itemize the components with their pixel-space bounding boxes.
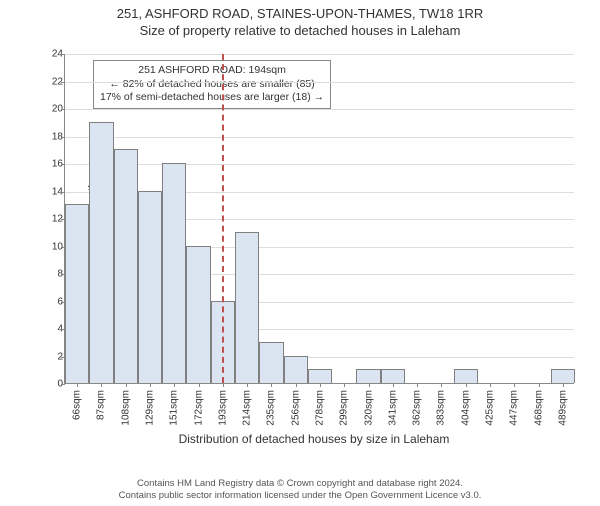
x-tick-label: 362sqm <box>412 390 423 426</box>
histogram-bar <box>138 191 162 384</box>
x-tick-label: 447sqm <box>509 390 520 426</box>
x-tick-label: 383sqm <box>436 390 447 426</box>
histogram-bar <box>551 369 575 383</box>
y-tick-label: 2 <box>43 351 63 362</box>
x-tick-mark <box>126 383 127 387</box>
x-tick-mark <box>539 383 540 387</box>
x-tick-mark <box>150 383 151 387</box>
x-axis-label: Distribution of detached houses by size … <box>46 432 582 478</box>
histogram-bar <box>162 163 186 383</box>
x-tick-mark <box>466 383 467 387</box>
histogram-bar <box>454 369 478 383</box>
x-tick-label: 235sqm <box>266 390 277 426</box>
x-tick-label: 425sqm <box>485 390 496 426</box>
gridline <box>65 164 574 165</box>
x-tick-label: 256sqm <box>290 390 301 426</box>
x-tick-label: 172sqm <box>193 390 204 426</box>
histogram-bar <box>65 204 89 383</box>
footer-line1: Contains HM Land Registry data © Crown c… <box>0 478 600 490</box>
histogram-bar <box>186 246 210 384</box>
annotation-box: 251 ASHFORD ROAD: 194sqm ← 82% of detach… <box>93 60 331 109</box>
y-tick-label: 16 <box>43 159 63 170</box>
histogram-bar <box>308 369 332 383</box>
x-tick-mark <box>344 383 345 387</box>
x-tick-mark <box>77 383 78 387</box>
x-tick-mark <box>369 383 370 387</box>
x-tick-label: 404sqm <box>460 390 471 426</box>
x-tick-mark <box>199 383 200 387</box>
y-tick-mark <box>61 164 65 165</box>
x-tick-label: 214sqm <box>242 390 253 426</box>
histogram-bar <box>89 122 113 383</box>
y-tick-label: 0 <box>43 379 63 390</box>
x-tick-mark <box>563 383 564 387</box>
title-address: 251, ASHFORD ROAD, STAINES-UPON-THAMES, … <box>0 6 600 21</box>
x-tick-label: 108sqm <box>120 390 131 426</box>
histogram-bar <box>259 342 283 383</box>
x-tick-mark <box>393 383 394 387</box>
x-tick-label: 320sqm <box>363 390 374 426</box>
x-tick-mark <box>271 383 272 387</box>
x-tick-label: 129sqm <box>145 390 156 426</box>
x-tick-label: 489sqm <box>557 390 568 426</box>
histogram-bar <box>284 356 308 384</box>
y-tick-mark <box>61 54 65 55</box>
y-tick-label: 6 <box>43 296 63 307</box>
x-tick-mark <box>223 383 224 387</box>
footer-line2: Contains public sector information licen… <box>0 490 600 502</box>
chart-area: Number of detached properties 251 ASHFOR… <box>46 50 582 460</box>
gridline <box>65 82 574 83</box>
y-tick-mark <box>61 384 65 385</box>
y-tick-label: 24 <box>43 49 63 60</box>
y-tick-label: 12 <box>43 214 63 225</box>
y-tick-label: 18 <box>43 131 63 142</box>
histogram-bar <box>114 149 138 383</box>
marker-line <box>222 54 224 383</box>
gridline <box>65 54 574 55</box>
annotation-line3: 17% of semi-detached houses are larger (… <box>100 91 324 105</box>
gridline <box>65 109 574 110</box>
x-tick-mark <box>514 383 515 387</box>
footer-attribution: Contains HM Land Registry data © Crown c… <box>0 478 600 502</box>
x-tick-mark <box>320 383 321 387</box>
plot-region: 251 ASHFORD ROAD: 194sqm ← 82% of detach… <box>64 54 574 384</box>
x-tick-label: 151sqm <box>169 390 180 426</box>
x-tick-mark <box>101 383 102 387</box>
y-tick-label: 20 <box>43 104 63 115</box>
x-tick-mark <box>296 383 297 387</box>
x-tick-mark <box>247 383 248 387</box>
x-tick-label: 87sqm <box>96 390 107 420</box>
x-tick-label: 278sqm <box>315 390 326 426</box>
y-tick-mark <box>61 137 65 138</box>
title-subtitle: Size of property relative to detached ho… <box>0 23 600 38</box>
y-tick-label: 14 <box>43 186 63 197</box>
y-tick-label: 8 <box>43 269 63 280</box>
annotation-line2: ← 82% of detached houses are smaller (85… <box>100 78 324 92</box>
x-tick-label: 193sqm <box>217 390 228 426</box>
chart-titles: 251, ASHFORD ROAD, STAINES-UPON-THAMES, … <box>0 6 600 38</box>
x-tick-mark <box>490 383 491 387</box>
gridline <box>65 137 574 138</box>
annotation-line1: 251 ASHFORD ROAD: 194sqm <box>100 64 324 78</box>
x-tick-mark <box>417 383 418 387</box>
y-tick-label: 22 <box>43 76 63 87</box>
x-tick-label: 299sqm <box>339 390 350 426</box>
x-tick-label: 341sqm <box>387 390 398 426</box>
x-tick-mark <box>174 383 175 387</box>
y-tick-label: 10 <box>43 241 63 252</box>
histogram-bar <box>356 369 380 383</box>
histogram-bar <box>381 369 405 383</box>
y-tick-mark <box>61 192 65 193</box>
x-tick-label: 468sqm <box>533 390 544 426</box>
x-tick-mark <box>441 383 442 387</box>
y-tick-label: 4 <box>43 324 63 335</box>
x-tick-label: 66sqm <box>72 390 83 420</box>
histogram-bar <box>235 232 259 383</box>
y-tick-mark <box>61 109 65 110</box>
y-tick-mark <box>61 82 65 83</box>
